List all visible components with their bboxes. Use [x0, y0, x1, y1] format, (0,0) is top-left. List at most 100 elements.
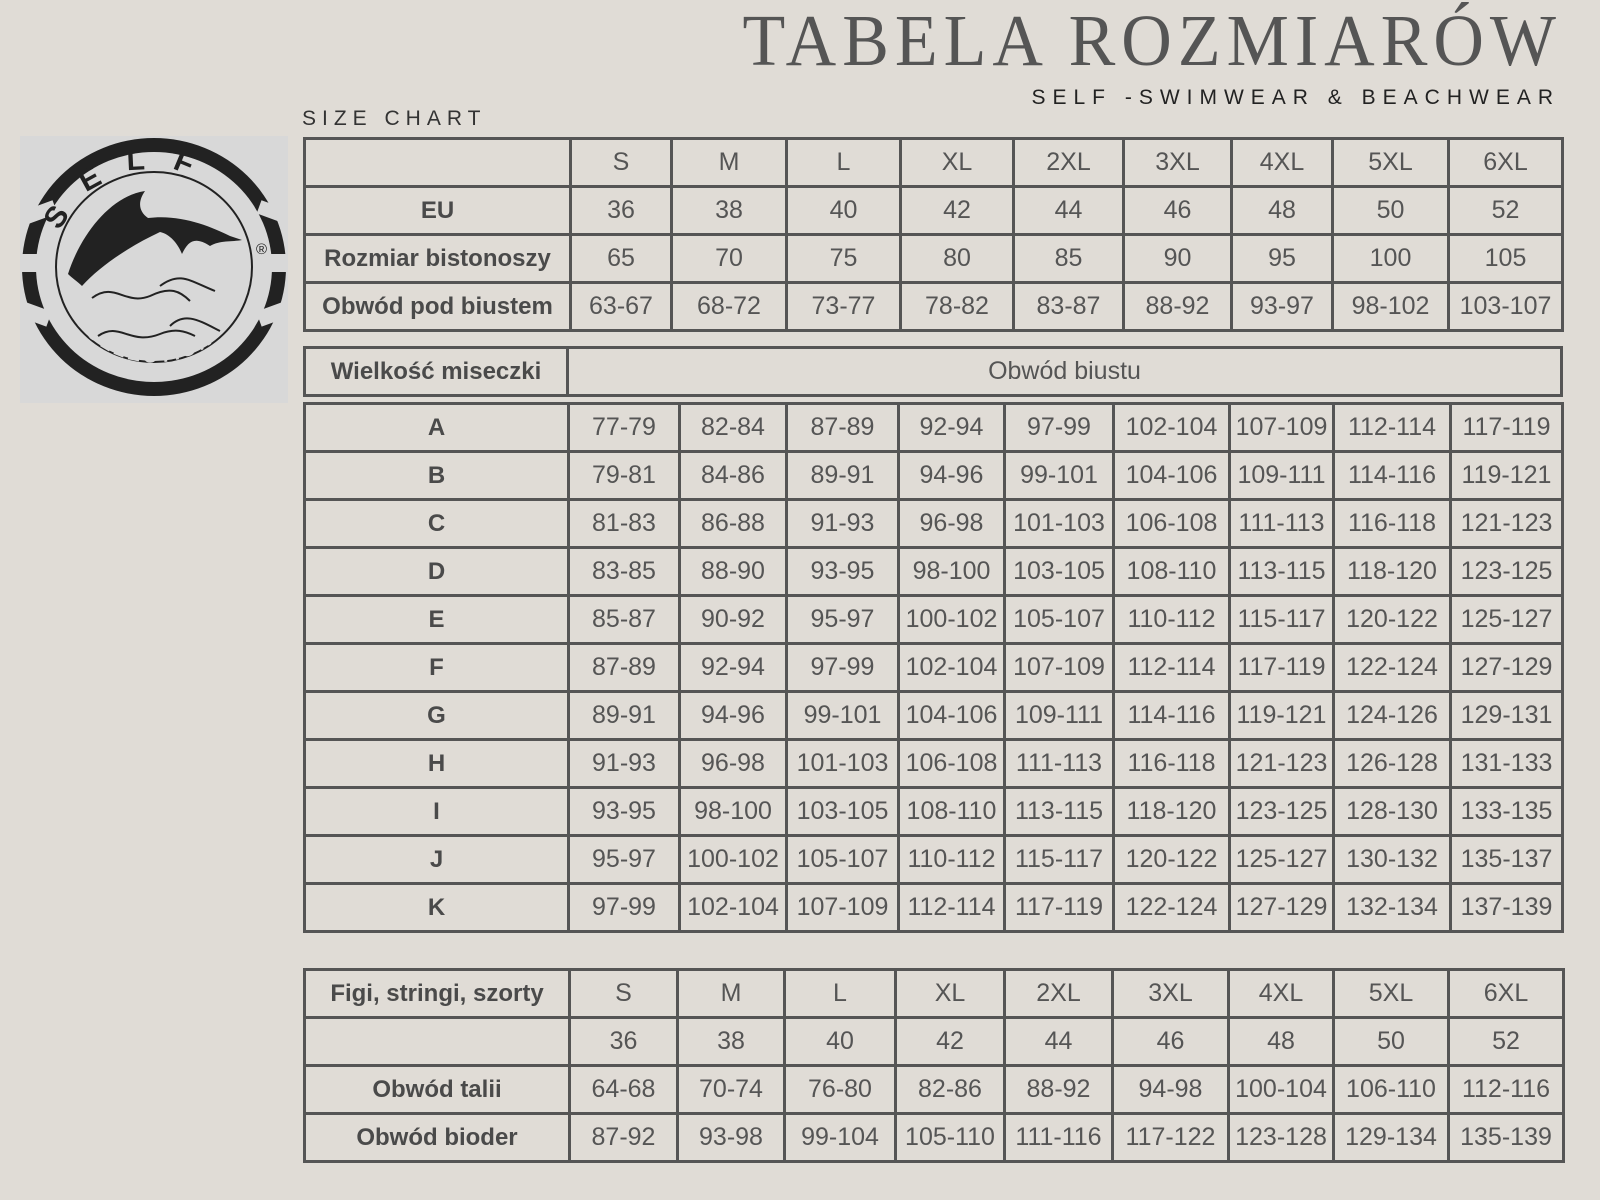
table-cell: 107-109	[1228, 402, 1335, 453]
table-cell: 94-96	[897, 450, 1006, 501]
table-cell: 132-134	[1332, 882, 1452, 933]
table-row: D 83-85 88-90 93-95 98-100 103-105 108-110 113-…	[303, 546, 1564, 597]
table-cell: 102-104	[897, 642, 1006, 693]
table-cell: 98-102	[1331, 281, 1450, 332]
table-cell: 131-133	[1449, 738, 1564, 789]
table-cell: 70-74	[676, 1064, 786, 1115]
table-cell: 38	[676, 1016, 786, 1067]
table-cell: 6XL	[1447, 137, 1564, 188]
table-cell: 100-102	[678, 834, 788, 885]
table-row: G 89-91 94-96 99-101 104-106 109-111 114-116 11…	[303, 690, 1564, 741]
table-cell: 90-92	[678, 594, 788, 645]
row-label: Obwód pod biustem	[303, 281, 572, 332]
table-cell: 4XL	[1227, 968, 1335, 1019]
table-cell: 110-112	[897, 834, 1006, 885]
table-cell: 127-129	[1449, 642, 1564, 693]
table-cell: 80	[899, 233, 1015, 284]
table-cell: 87-89	[785, 402, 900, 453]
table-cell: 101-103	[785, 738, 900, 789]
table-row: S M L XL 2XL 3XL 4XL 5XL 6XL	[303, 137, 1564, 188]
table-cell: 36	[568, 1016, 679, 1067]
table-row: 36 38 40 42 44 46 48 50 52	[303, 1016, 1565, 1067]
table-row: C 81-83 86-88 91-93 96-98 101-103 106-108 111-1…	[303, 498, 1564, 549]
table-cell: 104-106	[1112, 450, 1231, 501]
table-row: E 85-87 90-92 95-97 100-102 105-107 110-112 115…	[303, 594, 1564, 645]
row-label: A	[303, 402, 570, 453]
table-cell: 99-101	[785, 690, 900, 741]
table-cell: 124-126	[1332, 690, 1452, 741]
table-cell: 133-135	[1449, 786, 1564, 837]
table-cell: 130-132	[1332, 834, 1452, 885]
table-cell: 48	[1227, 1016, 1335, 1067]
row-label	[303, 137, 572, 188]
table-cell: 116-118	[1112, 738, 1231, 789]
table-cell: 111-113	[1228, 498, 1335, 549]
table-cell: 50	[1332, 1016, 1450, 1067]
table-cell: 105-107	[785, 834, 900, 885]
table-cell: 68-72	[670, 281, 788, 332]
table-cell: 95-97	[567, 834, 681, 885]
table-cell: 114-116	[1112, 690, 1231, 741]
bust-circumference-label: Obwód biustu	[566, 346, 1563, 397]
svg-text:®: ®	[256, 241, 267, 258]
table-cell: 112-114	[1112, 642, 1231, 693]
table-cell: 38	[670, 185, 788, 236]
row-label: Obwód bioder	[303, 1112, 571, 1163]
table-cell: 96-98	[678, 738, 788, 789]
row-label: G	[303, 690, 570, 741]
table-cell: 73-77	[785, 281, 902, 332]
table-cell: 105-107	[1003, 594, 1115, 645]
table-cell: 113-115	[1228, 546, 1335, 597]
table-cell: 91-93	[785, 498, 900, 549]
table-cell: 115-117	[1228, 594, 1335, 645]
table-cell: 120-122	[1112, 834, 1231, 885]
table-cell: 127-129	[1228, 882, 1335, 933]
table-row: B 79-81 84-86 89-91 94-96 99-101 104-106 109-11…	[303, 450, 1564, 501]
table-cell: 42	[899, 185, 1015, 236]
table-row: Obwód bioder 87-92 93-98 99-104 105-110 111-1…	[303, 1112, 1565, 1163]
table-row: J 95-97 100-102 105-107 110-112 115-117 120-12…	[303, 834, 1564, 885]
table-cell: 114-116	[1332, 450, 1452, 501]
table-cell: 105	[1447, 233, 1564, 284]
table-cell: S	[569, 137, 673, 188]
table-cell: 109-111	[1228, 450, 1335, 501]
table-cell: 123-125	[1228, 786, 1335, 837]
size-table-tops: S M L XL 2XL 3XL 4XL 5XL 6XL EU 36 38 40 42 44 46 48 50 52…	[303, 137, 1564, 332]
table-cell: 5XL	[1331, 137, 1450, 188]
table-cell: 135-139	[1447, 1112, 1565, 1163]
table-cell: 105-110	[894, 1112, 1006, 1163]
table-row: I 93-95 98-100 103-105 108-110 113-115 118-120…	[303, 786, 1564, 837]
table-cell: 117-119	[1003, 882, 1115, 933]
table-cell: S	[568, 968, 679, 1019]
table-cell: 96-98	[897, 498, 1006, 549]
table-cell: 36	[569, 185, 673, 236]
table-cell: 3XL	[1122, 137, 1233, 188]
table-cell: 108-110	[897, 786, 1006, 837]
table-row: Figi, stringi, szorty S M L XL 2XL 3XL 4XL 5XL 6X…	[303, 968, 1565, 1019]
table-cell: 106-108	[1112, 498, 1231, 549]
table-row: A 77-79 82-84 87-89 92-94 97-99 102-104 107-109…	[303, 402, 1564, 453]
table-cell: 111-116	[1003, 1112, 1114, 1163]
row-label: K	[303, 882, 570, 933]
table-cell: 108-110	[1112, 546, 1231, 597]
table-cell: 85-87	[567, 594, 681, 645]
table-cell: 6XL	[1447, 968, 1565, 1019]
row-label: C	[303, 498, 570, 549]
table-cell: 125-127	[1449, 594, 1564, 645]
table-cell: 83-85	[567, 546, 681, 597]
table-cell: 103-105	[1003, 546, 1115, 597]
table-cell: 118-120	[1112, 786, 1231, 837]
table-cell: 101-103	[1003, 498, 1115, 549]
table-cell: 118-120	[1332, 546, 1452, 597]
table-cell: 97-99	[567, 882, 681, 933]
table-cell: 122-124	[1332, 642, 1452, 693]
table-cell: 109-111	[1003, 690, 1115, 741]
table-cell: 112-114	[897, 882, 1006, 933]
table-row: Obwód pod biustem 63-67 68-72 73-77 78-82 83-…	[303, 281, 1564, 332]
row-label: F	[303, 642, 570, 693]
table-cell: 46	[1122, 185, 1233, 236]
table-cell: 85	[1012, 233, 1125, 284]
table-cell: 135-137	[1449, 834, 1564, 885]
table-cell: 100	[1331, 233, 1450, 284]
row-label: J	[303, 834, 570, 885]
